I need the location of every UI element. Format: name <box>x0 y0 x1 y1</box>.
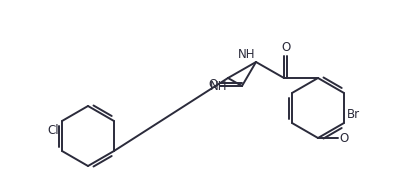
Text: NH: NH <box>238 48 255 61</box>
Text: NH: NH <box>210 80 227 93</box>
Text: Br: Br <box>347 108 360 121</box>
Text: O: O <box>339 132 348 144</box>
Text: Cl: Cl <box>47 124 59 137</box>
Text: O: O <box>209 78 218 91</box>
Text: O: O <box>281 41 290 54</box>
